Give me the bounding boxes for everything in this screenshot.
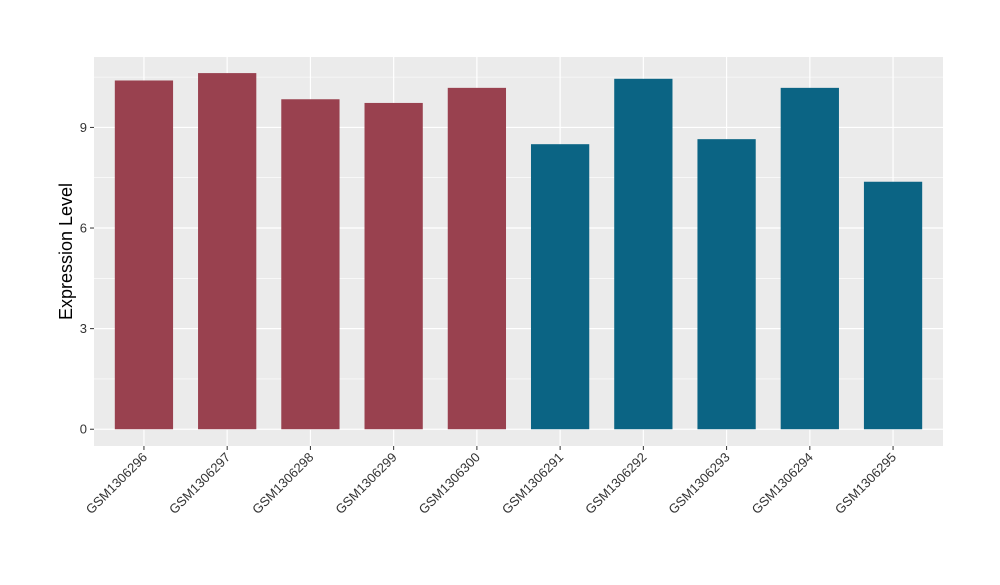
x-tick-label: GSM1306297 <box>166 450 233 517</box>
x-tick-label: GSM1306300 <box>416 450 483 517</box>
x-tick-label: GSM1306299 <box>332 450 399 517</box>
bar-GSM1306293 <box>697 139 756 430</box>
x-tick-label: GSM1306292 <box>582 450 649 517</box>
x-tick-label: GSM1306295 <box>832 450 899 517</box>
y-tick-label: 0 <box>80 422 87 437</box>
bar-GSM1306297 <box>198 73 257 430</box>
bar-GSM1306300 <box>447 87 507 430</box>
x-tick-label: GSM1306291 <box>499 450 566 517</box>
x-axis: GSM1306296 GSM1306297 GSM1306298 GSM1306299… <box>83 446 899 517</box>
bar-GSM1306296 <box>114 80 174 430</box>
bar-GSM1306295 <box>863 181 923 430</box>
bar-GSM1306294 <box>780 87 839 430</box>
y-axis: 0 3 6 9 <box>80 120 94 437</box>
bar-GSM1306292 <box>614 78 673 430</box>
bar-GSM1306299 <box>364 102 423 430</box>
bar-GSM1306291 <box>530 144 590 430</box>
x-tick-label: GSM1306294 <box>749 450 816 517</box>
x-tick-label: GSM1306296 <box>83 450 150 517</box>
y-tick-label: 9 <box>80 120 87 135</box>
bar-GSM1306298 <box>281 99 340 430</box>
y-tick-label: 3 <box>80 321 87 336</box>
x-tick-label: GSM1306293 <box>665 450 732 517</box>
y-axis-title: Expression Level <box>56 183 76 320</box>
y-tick-label: 6 <box>80 221 87 236</box>
bars <box>114 73 923 430</box>
x-tick-label: GSM1306298 <box>249 450 316 517</box>
